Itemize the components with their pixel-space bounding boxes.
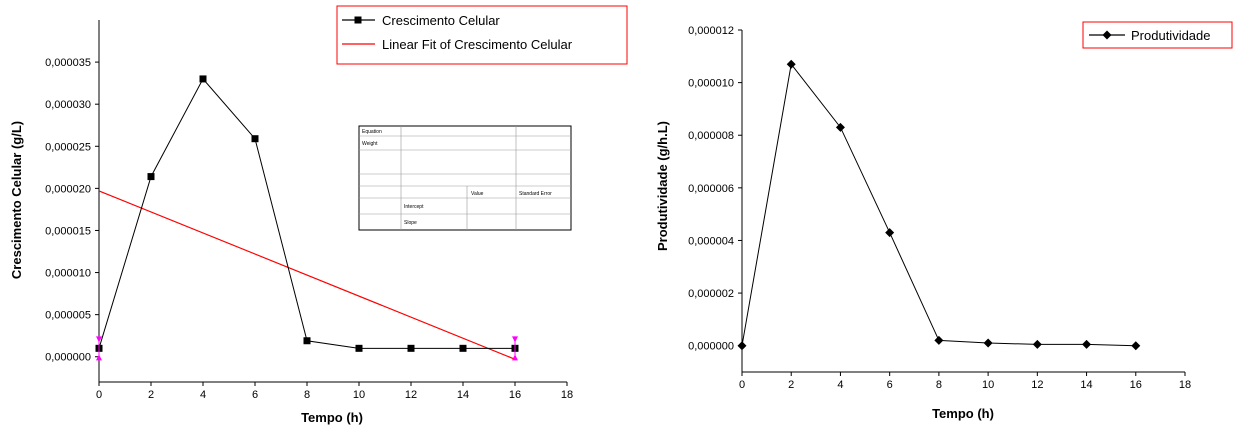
x-tick-label: 4 [837,379,843,391]
data-point [934,335,944,345]
x-tick-label: 4 [200,389,206,401]
chart1-legend-box [336,5,628,65]
y-tick-label: 0,000030 [45,99,91,111]
data-point [835,122,845,132]
series-line [741,63,1136,347]
chart1-fit-table: Equation Weight Value Standard Error Int… [358,125,572,231]
x-tick-label: 0 [739,379,745,391]
chart2-legend-label-0: Produtividade [1131,28,1211,43]
data-point [199,75,207,83]
fit-cell: Slope [404,220,417,226]
x-tick-label: 6 [887,379,893,391]
y-tick-label: 0,000020 [45,183,91,195]
x-tick-label: 14 [1080,379,1092,391]
data-point [885,228,895,238]
fit-cell: Standard Error [519,191,552,197]
x-tick-label: 2 [148,389,154,401]
y-tick-label: 0,000004 [688,235,734,247]
x-tick-label: 18 [561,389,573,401]
chart2-x-ticks: 0 2 4 6 8 10 12 14 16 18 [739,372,1191,391]
fit-cell: Intercept [404,204,424,210]
chart1-axes [98,20,567,383]
x-tick-label: 12 [1031,379,1043,391]
chart1-legend-swatch-marker [354,16,362,24]
chart-crescimento-celular: 0,000000 0,000005 0,000010 0,000015 0,000020… [9,5,628,425]
data-point [251,135,259,143]
chart1-legend: Crescimento Celular Linear Fit of Cresci… [336,5,628,65]
data-point [355,344,363,352]
chart-produtividade: 0,000000 0,000002 0,000004 0,000006 0,000008… [655,21,1233,421]
fit-cell: Weight [362,141,378,147]
fit-line [98,190,516,360]
x-tick-label: 6 [252,389,258,401]
data-point [459,344,467,352]
chart1-error-bars [96,336,518,361]
data-point [303,337,311,345]
chart1-y-ticks: 0,000000 0,000005 0,000010 0,000015 0,000020… [45,57,99,364]
y-tick-label: 0,000010 [45,268,91,280]
chart1-legend-label-1: Linear Fit of Crescimento Celular [382,37,573,52]
y-tick-label: 0,000000 [45,352,91,364]
chart1-x-axis-title: Tempo (h) [301,410,363,425]
y-tick-label: 0,000008 [688,130,734,142]
x-tick-label: 16 [1130,379,1142,391]
x-tick-label: 16 [509,389,521,401]
data-point [1082,339,1092,349]
x-tick-label: 8 [936,379,942,391]
chart2-y-ticks: 0,000000 0,000002 0,000004 0,000006 0,000008… [688,25,742,353]
chart2-axes [741,30,1185,373]
y-tick-label: 0,000015 [45,225,91,237]
chart1-legend-label-0: Crescimento Celular [382,13,500,28]
selection-arrow [512,354,518,361]
y-tick-label: 0,000002 [688,288,734,300]
fit-cell: Value [471,191,484,197]
chart2-y-axis-title: Produtividade (g/h.L) [655,121,670,251]
y-tick-label: 0,000012 [688,25,734,37]
chart1-y-axis-title: Crescimento Celular (g/L) [9,121,24,279]
data-point [737,341,747,351]
y-tick-label: 0,000005 [45,310,91,322]
chart1-x-ticks: 0 2 4 6 8 10 12 14 16 18 [96,382,573,401]
y-tick-label: 0,000025 [45,141,91,153]
fit-cell: Equation [362,129,382,135]
chart2-x-axis-title: Tempo (h) [932,406,994,421]
data-point [1032,339,1042,349]
x-tick-label: 2 [788,379,794,391]
data-point [407,344,415,352]
selection-arrow [512,336,518,343]
selection-arrow [96,336,102,343]
x-tick-label: 12 [405,389,417,401]
x-tick-label: 14 [457,389,469,401]
data-point [983,338,993,348]
selection-arrow [96,354,102,361]
chart2-series-markers [737,59,1141,351]
fit-table-frame [358,125,572,231]
x-tick-label: 10 [982,379,994,391]
x-tick-label: 0 [96,389,102,401]
x-tick-label: 10 [353,389,365,401]
y-tick-label: 0,000000 [688,341,734,353]
chart2-legend: Produtividade [1082,21,1233,49]
data-point [1131,341,1141,351]
y-tick-label: 0,000010 [688,78,734,90]
x-tick-label: 18 [1179,379,1191,391]
data-point [786,59,796,69]
data-point [147,173,155,181]
x-tick-label: 8 [304,389,310,401]
chart1-fit-line [98,190,516,360]
chart2-legend-swatch-marker [1102,30,1112,40]
y-tick-label: 0,000035 [45,57,91,69]
y-tick-label: 0,000006 [688,183,734,195]
